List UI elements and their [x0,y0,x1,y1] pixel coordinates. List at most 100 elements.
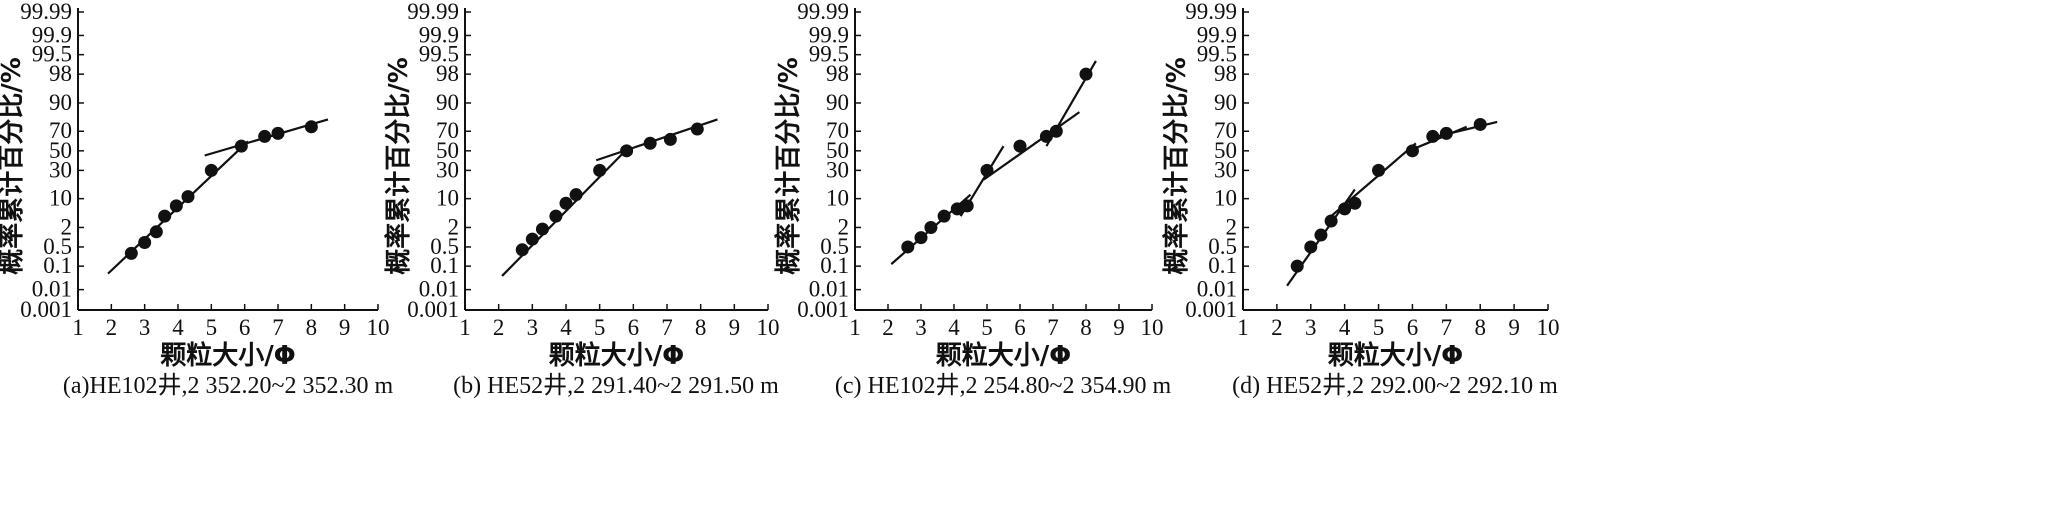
chart-panel-2: 0.0010.010.10.5210305070909899.599.999.9… [383,0,780,399]
y-tick-label: 70 [436,118,459,143]
x-axis-title: 颗粒大小/Φ [160,340,296,371]
y-axis-title: 概率累计百分比/% [773,57,804,275]
x-tick-label: 2 [882,315,894,340]
x-tick-label: 6 [239,315,251,340]
y-tick-label: 99.9 [32,22,72,47]
data-point [1304,240,1318,254]
x-tick-label: 8 [1474,315,1486,340]
x-tick-label: 7 [1047,315,1059,340]
x-tick-label: 8 [306,315,318,340]
y-tick-label: 10 [49,186,72,211]
y-tick-label: 99.5 [809,42,849,67]
x-tick-label: 7 [661,315,673,340]
x-tick-label: 9 [1113,315,1125,340]
x-tick-label: 1 [1237,315,1249,340]
y-axis-title: 概率累计百分比/% [0,57,27,275]
data-point [204,163,218,177]
x-axis-title: 颗粒大小/Φ [936,340,1072,371]
data-point [234,139,248,153]
data-point [1324,214,1338,228]
y-tick-label: 99.9 [809,22,849,47]
data-point [169,199,183,213]
data-point [549,209,563,223]
chart-panel-1: 0.0010.010.10.5210305070909899.599.999.9… [0,0,393,399]
x-tick-label: 5 [981,315,993,340]
y-tick-label: 0.1 [820,253,849,278]
x-tick-label: 4 [948,315,960,340]
y-tick-label: 90 [436,90,459,115]
y-tick-label: 10 [436,186,459,211]
x-tick-label: 10 [1537,315,1560,340]
data-point [643,136,657,150]
x-tick-label: 6 [628,315,640,340]
data-point [569,188,583,202]
y-tick-label: 98 [826,61,849,86]
data-point [525,232,539,246]
data-point [124,246,138,260]
data-point [149,225,163,239]
y-tick-label: 50 [1214,138,1237,163]
x-tick-label: 5 [206,315,218,340]
data-point [181,190,195,204]
y-tick-label: 10 [826,186,849,211]
x-tick-label: 8 [1080,315,1092,340]
x-tick-label: 2 [1271,315,1283,340]
y-tick-label: 98 [436,61,459,86]
data-point [271,126,285,140]
x-tick-label: 5 [594,315,606,340]
data-point [1079,67,1093,81]
y-tick-label: 99.5 [419,42,459,67]
y-tick-label: 70 [826,118,849,143]
fit-segment [501,145,631,277]
data-point [1338,202,1352,216]
x-tick-label: 9 [339,315,351,340]
data-point [1372,163,1386,177]
fit-segment [983,111,1081,181]
data-point [515,243,529,257]
x-tick-label: 7 [272,315,284,340]
x-tick-label: 1 [459,315,471,340]
data-point [1426,129,1440,143]
y-tick-label: 0.5 [1208,234,1237,259]
data-point [535,222,549,236]
y-tick-label: 99.99 [20,0,72,24]
y-tick-label: 90 [49,90,72,115]
y-tick-label: 30 [826,157,849,182]
y-tick-label: 70 [49,118,72,143]
x-tick-label: 3 [139,315,151,340]
y-tick-label: 0.001 [797,297,849,322]
x-tick-label: 4 [560,315,572,340]
x-tick-label: 10 [367,315,390,340]
data-point [1049,124,1063,138]
x-tick-label: 8 [695,315,707,340]
y-tick-label: 90 [826,90,849,115]
data-point [1405,144,1419,158]
panel-caption: (d) HE52井,2 292.00~2 292.10 m [1232,372,1558,399]
chart-panel-3: 0.0010.010.10.5210305070909899.599.999.9… [773,0,1171,399]
x-tick-label: 4 [1339,315,1351,340]
x-axis-title: 颗粒大小/Φ [549,340,685,371]
x-tick-label: 2 [106,315,118,340]
data-point [1439,126,1453,140]
data-point [593,163,607,177]
y-tick-label: 0.5 [430,234,459,259]
x-tick-label: 7 [1441,315,1453,340]
data-point [1039,129,1053,143]
y-tick-label: 30 [436,157,459,182]
x-tick-label: 1 [72,315,84,340]
y-tick-label: 99.99 [1185,0,1237,24]
data-point [690,122,704,136]
y-tick-label: 30 [49,157,72,182]
y-tick-label: 98 [49,61,72,86]
y-tick-label: 0.001 [1185,297,1237,322]
panel-caption: (a)HE102井,2 352.20~2 352.30 m [63,372,394,399]
data-point [158,209,172,223]
y-tick-label: 0.01 [419,277,459,302]
y-tick-label: 99.5 [1197,42,1237,67]
x-tick-label: 4 [172,315,184,340]
x-tick-label: 1 [849,315,861,340]
y-tick-label: 0.5 [43,234,72,259]
y-tick-label: 70 [1214,118,1237,143]
x-tick-label: 9 [729,315,741,340]
y-tick-label: 0.01 [32,277,72,302]
